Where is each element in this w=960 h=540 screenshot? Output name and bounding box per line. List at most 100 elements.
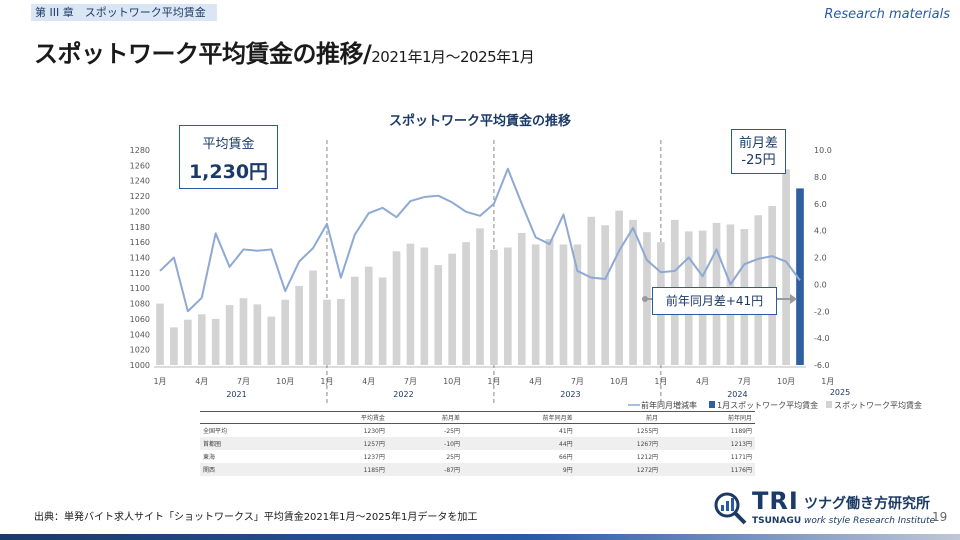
year-label: 2023: [560, 390, 580, 399]
x-tick-label: 7月: [571, 377, 584, 386]
page-title-period: 2021年1月～2025年1月: [371, 48, 535, 66]
table-row: 全国平均 1230円 -25円 41円 1255円 1189円: [200, 424, 755, 438]
wage-bar: [434, 265, 443, 365]
y-left-tick-label: 1200: [130, 207, 150, 216]
wage-bar: [211, 318, 220, 365]
wage-bar: [448, 253, 456, 365]
table-cell: 1176円: [661, 463, 755, 476]
y-left-tick-label: 1000: [130, 361, 150, 370]
y-left-tick-label: 1080: [130, 300, 150, 309]
y-right-tick-label: 8.0: [814, 173, 827, 182]
y-right-tick-label: 6.0: [814, 200, 827, 209]
y-left-tick-label: 1040: [130, 330, 150, 339]
wage-bar: [323, 299, 331, 365]
year-label: 2025: [830, 388, 850, 397]
average-wage-label: 平均賃金: [202, 137, 255, 152]
logo-tri-text: TRI: [752, 487, 799, 515]
x-tick-label: 10月: [610, 377, 628, 386]
table-header-row: 平均賃金 前月差 前年同月差 前月 前年同月: [200, 411, 755, 424]
y-right-tick-label: 2.0: [814, 254, 827, 263]
wage-bar: [504, 247, 512, 365]
table-header: 前月: [575, 411, 662, 424]
table-row: 関西 1185円 -87円 9円 1272円 1176円: [200, 463, 755, 476]
wage-bar: [615, 210, 623, 365]
magnifier-icon: [714, 492, 747, 525]
wage-bar: [573, 244, 582, 365]
wage-bar: [225, 305, 234, 365]
x-tick-label: 1月: [153, 377, 166, 386]
y-left-tick-label: 1140: [130, 254, 150, 263]
table-header: 平均賃金: [293, 411, 388, 424]
x-tick-label: 1月: [320, 377, 333, 386]
chapter-label: 第 III 章 スポットワーク平均賃金: [31, 4, 217, 21]
y-left-tick-label: 1240: [130, 177, 150, 186]
january-wage-bar: [796, 188, 804, 365]
wage-bar: [559, 244, 568, 365]
logo-japanese-name: ツナグ働き方研究所: [804, 496, 930, 512]
wage-bar: [239, 298, 248, 365]
x-tick-label: 1月: [487, 377, 500, 386]
y-left-tick-label: 1020: [130, 346, 150, 355]
wage-bar: [392, 251, 401, 365]
table-cell: -25円: [444, 428, 460, 435]
research-materials-label: Research materials: [824, 7, 950, 22]
y-right-tick-label: 10.0: [814, 146, 832, 155]
table-cell: 1237円: [363, 454, 385, 461]
bottom-accent-bar: [0, 534, 960, 540]
wage-bar: [517, 232, 526, 365]
wage-bar: [629, 219, 637, 365]
table-cell: 9円: [462, 463, 576, 476]
month-diff-callout: 前月差 -25円: [731, 129, 786, 174]
x-tick-label: 4月: [529, 377, 542, 386]
wage-bar: [462, 242, 470, 365]
wage-bar: [490, 249, 498, 365]
y-right-tick-label: 4.0: [814, 227, 827, 236]
legend-gray-swatch: [826, 401, 832, 408]
wage-bar: [253, 304, 262, 365]
table-cell: 1213円: [661, 437, 755, 450]
table-header: 前年同月: [661, 411, 755, 424]
legend-label: 1月スポットワーク平均賃金: [717, 400, 818, 410]
table-header: 前月差: [387, 411, 463, 424]
y-left-tick-label: 1120: [130, 269, 150, 278]
logo-english-rest: work style Research Institute: [801, 516, 936, 526]
y-left-tick-label: 1060: [130, 315, 150, 324]
wage-bar: [309, 270, 317, 365]
table-cell: -87円: [387, 463, 463, 476]
x-tick-label: 10月: [443, 377, 461, 386]
wage-bar: [197, 314, 206, 365]
wage-bar: [406, 243, 415, 365]
wage-bar: [782, 169, 790, 365]
table-header: 前年同月差: [462, 411, 576, 424]
table-cell: 41円: [559, 428, 573, 435]
wage-bar: [170, 327, 178, 365]
table-cell: 1185円: [293, 463, 388, 476]
x-tick-label: 1月: [821, 377, 834, 386]
wage-bar: [531, 244, 540, 365]
yoy-arrow-head: [790, 294, 797, 304]
average-wage-value: 1,230円: [188, 161, 269, 183]
y-left-tick-label: 1260: [130, 161, 150, 170]
wage-bar: [337, 298, 345, 365]
table-header: [200, 411, 294, 424]
table-cell: 25円: [446, 454, 460, 461]
legend-label: 前年同月増減率: [641, 400, 697, 410]
y-left-tick-label: 1220: [130, 192, 150, 201]
logo-english-name: TSUNAGU work style Research Institute: [752, 516, 935, 526]
table-cell: 1267円: [575, 437, 662, 450]
x-tick-label: 10月: [276, 377, 294, 386]
wage-bar: [295, 285, 303, 365]
table-cell: 1212円: [636, 454, 659, 461]
source-note: 出典：単発バイト求人サイト「ショットワークス」平均賃金2021年1月～2025年…: [34, 512, 478, 523]
table-cell: 1272円: [575, 463, 662, 476]
y-left-tick-label: 1100: [130, 284, 150, 293]
page-title: スポットワーク平均賃金の推移/2021年1月～2025年1月: [34, 34, 535, 69]
x-tick-label: 7月: [738, 377, 751, 386]
table-cell: 1230円: [363, 428, 385, 435]
wage-bar: [587, 216, 596, 365]
average-wage-callout: 平均賃金 1,230円: [179, 125, 278, 189]
y-right-tick-label: -2.0: [814, 307, 830, 316]
y-left-tick-label: 1180: [130, 223, 150, 232]
wage-bar: [156, 303, 164, 365]
